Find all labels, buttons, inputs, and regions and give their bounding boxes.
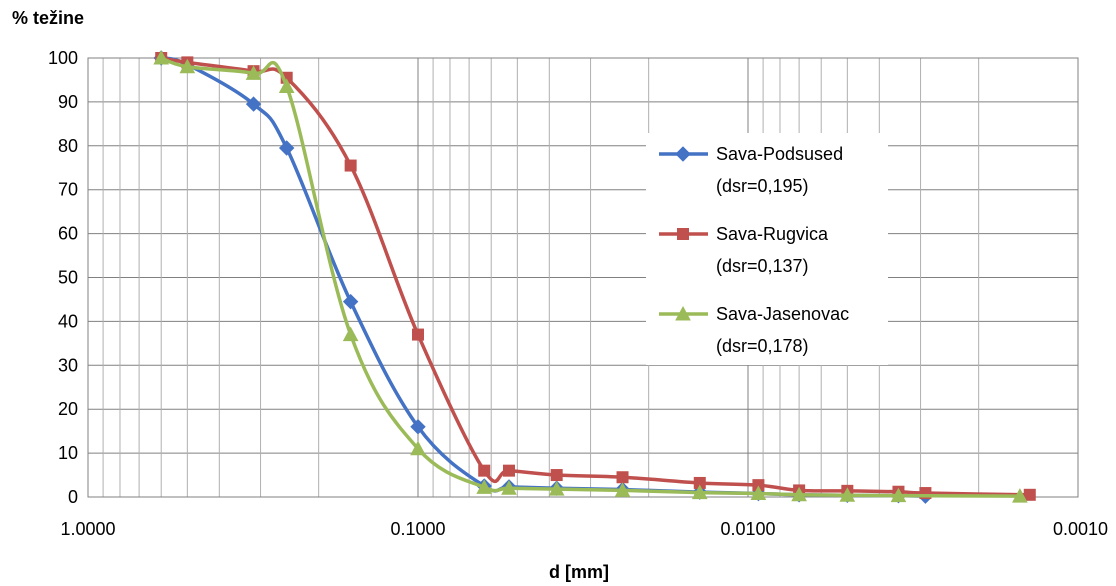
data-point-sava-jasenovac (501, 480, 517, 495)
legend-sublabel-sava-podsused: (dsr=0,195) (716, 176, 809, 196)
data-point-sava-jasenovac (245, 65, 262, 80)
legend-background (646, 133, 888, 365)
legend-item-sava-rugvica: Sava-Rugvica (dsr=0,137) (659, 224, 829, 276)
data-point-sava-podsused (245, 96, 262, 112)
x-tick-label: 1.0000 (60, 519, 115, 539)
data-point-sava-jasenovac (476, 479, 493, 494)
data-point-sava-jasenovac (179, 58, 196, 74)
data-point-sava-jasenovac (750, 485, 767, 500)
legend-marker-sava-jasenovac (675, 305, 691, 321)
y-tick-label: 50 (58, 268, 78, 288)
data-point-sava-jasenovac (410, 440, 426, 456)
data-point-sava-rugvica (502, 464, 515, 477)
legend-label-sava-rugvica: Sava-Rugvica (716, 224, 829, 244)
data-point-sava-jasenovac (548, 481, 565, 496)
data-point-sava-rugvica (616, 471, 629, 484)
legend-marker-sava-rugvica (677, 228, 689, 240)
series-layer (153, 49, 1036, 504)
legend-item-sava-podsused: Sava-Podsused (dsr=0,195) (659, 144, 843, 196)
data-point-sava-rugvica (1023, 488, 1036, 501)
data-point-sava-rugvica (344, 159, 357, 172)
data-point-sava-jasenovac (153, 49, 170, 65)
y-tick-label: 90 (58, 92, 78, 112)
x-tick-label: 0.1000 (390, 519, 445, 539)
legend-item-sava-jasenovac: Sava-Jasenovac (dsr=0,178) (659, 304, 849, 356)
y-tick-label: 80 (58, 136, 78, 156)
data-point-sava-rugvica (919, 487, 932, 500)
y-axis-ticks: 0 10 20 30 40 50 60 70 80 90 100 (48, 48, 78, 507)
plot-area (87, 57, 1079, 498)
data-point-sava-jasenovac (791, 486, 807, 502)
x-tick-label: 0.0010 (1053, 519, 1108, 539)
y-tick-label: 60 (58, 224, 78, 244)
data-point-sava-jasenovac (890, 487, 907, 503)
y-tick-label: 20 (58, 399, 78, 419)
data-point-sava-jasenovac (839, 487, 856, 502)
legend-label-sava-jasenovac: Sava-Jasenovac (716, 304, 849, 324)
y-tick-label: 70 (58, 180, 78, 200)
data-point-sava-rugvica (550, 469, 563, 482)
y-tick-label: 100 (48, 48, 78, 68)
data-point-sava-podsused (410, 419, 426, 435)
x-axis-ticks: 1.0000 0.1000 0.0100 0.0010 (60, 519, 1108, 539)
legend-label-sava-podsused: Sava-Podsused (716, 144, 843, 164)
data-point-sava-jasenovac (691, 484, 708, 500)
legend-marker-sava-podsused (675, 146, 691, 162)
data-point-sava-rugvica (478, 464, 491, 477)
data-point-sava-jasenovac (342, 326, 359, 342)
y-tick-label: 10 (58, 443, 78, 463)
series-sava-jasenovac (153, 49, 1028, 503)
y-axis-title: % težine (12, 8, 84, 28)
data-point-sava-jasenovac (278, 78, 295, 94)
data-point-sava-podsused (342, 293, 359, 310)
data-point-sava-podsused (278, 140, 295, 156)
x-axis-title: d [mm] (549, 562, 609, 582)
legend: Sava-Podsused (dsr=0,195) Sava-Rugvica (dsr… (646, 133, 888, 365)
y-tick-label: 40 (58, 311, 78, 331)
data-point-sava-jasenovac (614, 482, 631, 497)
y-tick-label: 30 (58, 355, 78, 375)
legend-sublabel-sava-jasenovac: (dsr=0,178) (716, 336, 809, 356)
data-point-sava-rugvica (412, 328, 424, 341)
legend-sublabel-sava-rugvica: (dsr=0,137) (716, 256, 809, 276)
x-tick-label: 0.0100 (720, 519, 775, 539)
data-point-sava-jasenovac (1012, 488, 1028, 503)
y-tick-label: 0 (68, 487, 78, 507)
